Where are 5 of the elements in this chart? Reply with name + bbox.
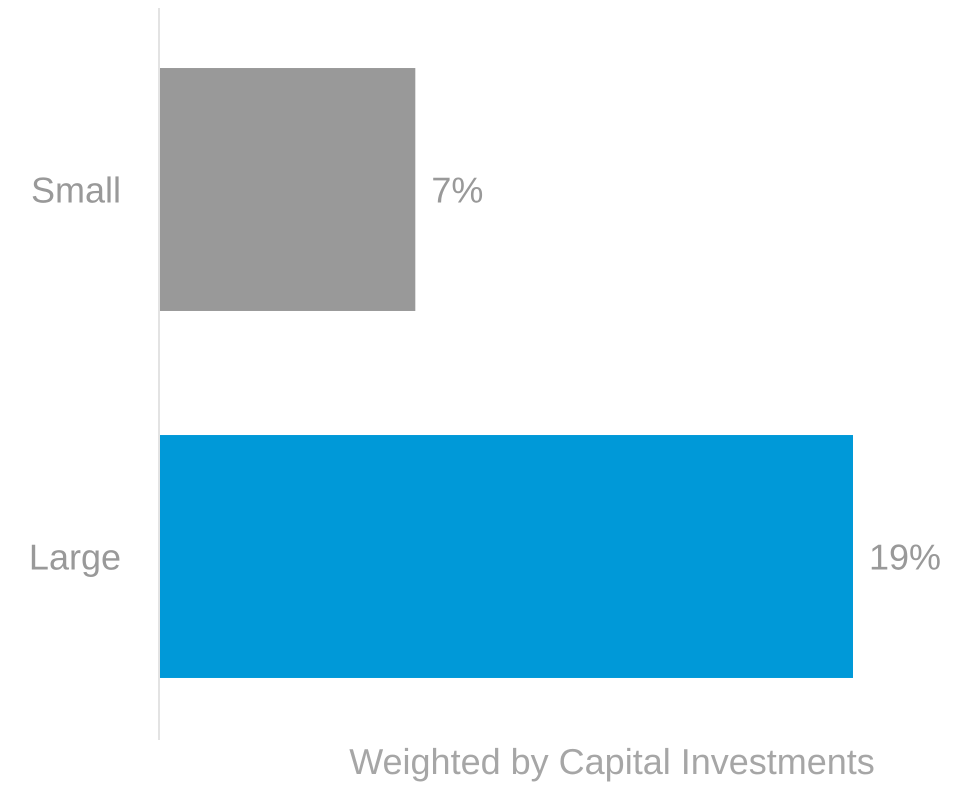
y-tick-label: Large — [28, 536, 121, 578]
x-axis-title: Weighted by Capital Investments — [349, 741, 875, 782]
data-label: 7% — [431, 169, 484, 210]
y-tick-label: Small — [30, 169, 121, 210]
data-label: 19% — [869, 536, 942, 578]
